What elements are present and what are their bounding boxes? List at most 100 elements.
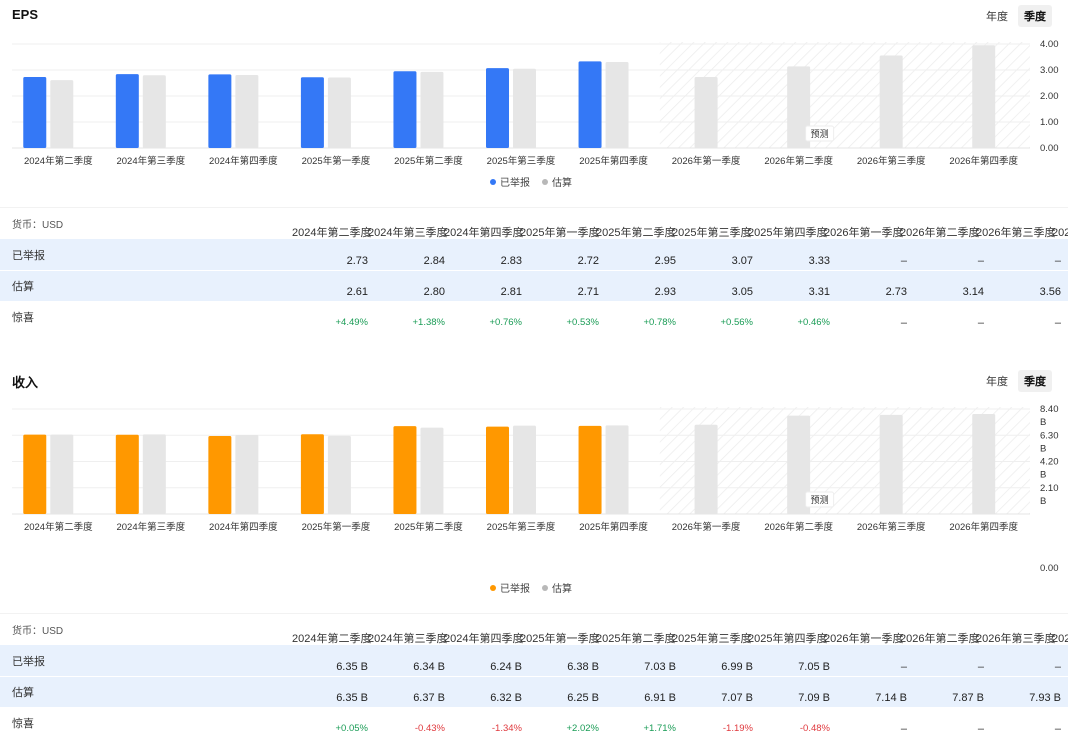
revenue-row-estimate: 估算 6.35 B 6.37 B 6.32 B 6.25 B 6.91 B 7.07 B 7…	[0, 676, 1068, 707]
x-tick-label: 2024年第二季度	[24, 521, 93, 533]
table-cell: +0.05%	[335, 722, 369, 734]
revenue-period-toggle: 年度 季度	[980, 370, 1052, 392]
table-cell: 2.71	[577, 286, 599, 298]
legend-estimate-dot	[542, 584, 548, 591]
column-header: 2025年第四季度	[748, 226, 828, 239]
eps-title: EPS	[12, 7, 39, 22]
eps-annual-button[interactable]: 年度	[986, 11, 1008, 23]
table-cell: –	[1054, 316, 1061, 329]
table-cell: -1.34%	[491, 722, 522, 734]
bar-reported	[115, 434, 139, 514]
revenue-annual-button[interactable]: 年度	[986, 376, 1008, 388]
legend-estimate[interactable]: 估算	[542, 174, 572, 189]
table-cell: +0.46%	[797, 316, 831, 328]
legend-reported[interactable]: 已举报	[490, 580, 530, 595]
column-header: 2026年第四季度	[1052, 226, 1068, 239]
x-tick-label: 2025年第三季度	[487, 155, 556, 167]
table-cell: -1.19%	[722, 722, 753, 734]
column-header: 2025年第三季度	[672, 226, 752, 239]
table-cell: 3.31	[808, 286, 830, 298]
x-tick-label: 2025年第二季度	[394, 155, 463, 167]
x-tick-label: 2025年第四季度	[579, 521, 648, 533]
revenue-title: 收入	[12, 375, 39, 390]
table-cell: -0.48%	[799, 722, 830, 734]
column-header: 2026年第二季度	[900, 632, 980, 645]
bar-reported	[23, 434, 47, 514]
eps-chart: 0.00 1.00 2.00 3.00 4.00 2024年第二季度 2024年第三季度 20…	[12, 39, 1059, 167]
eps-quarterly-button[interactable]: 季度	[1018, 5, 1052, 27]
column-header: 2026年第三季度	[976, 632, 1056, 645]
table-cell: –	[900, 254, 907, 267]
forecast-badge: 预测	[805, 491, 835, 508]
column-header: 2024年第四季度	[444, 226, 524, 239]
column-header: 2026年第一季度	[824, 632, 904, 645]
eps-legend: 已举报 估算	[490, 174, 572, 189]
table-cell: 6.34 B	[413, 660, 445, 673]
forecast-badge: 预测	[805, 125, 835, 142]
table-cell: 2.61	[346, 286, 368, 298]
revenue-table: 货币：USD 2024年第二季度 2024年第三季度 2024年第四季度 2025年第…	[0, 613, 1068, 735]
bar-reported	[578, 61, 602, 148]
table-cell: 6.25 B	[567, 692, 599, 704]
table-cell: –	[900, 316, 907, 329]
revenue-quarterly-button[interactable]: 季度	[1018, 370, 1052, 392]
bar-estimate	[787, 66, 811, 148]
legend-estimate[interactable]: 估算	[542, 580, 572, 595]
y-tick-label: 2.00	[1040, 91, 1059, 102]
bar-estimate	[694, 77, 718, 148]
column-header: 2024年第二季度	[292, 632, 372, 645]
x-tick-label: 2026年第四季度	[949, 155, 1018, 167]
bar-estimate	[420, 71, 444, 148]
table-cell: 6.32 B	[490, 692, 522, 704]
eps-section: EPS 年度 季度 0.00 1.00 2.00 3.00 4.00 2024年第二季度 2…	[0, 0, 1068, 340]
column-header: 2024年第二季度	[292, 226, 372, 239]
column-header: 2026年第三季度	[976, 226, 1056, 239]
bar-reported	[393, 426, 417, 514]
x-tick-label: 2025年第四季度	[579, 155, 648, 167]
table-cell: 6.35 B	[336, 660, 368, 673]
x-tick-label: 2025年第三季度	[487, 521, 556, 533]
bar-estimate	[879, 414, 903, 514]
column-header: 2024年第四季度	[444, 632, 524, 645]
table-cell: +0.78%	[643, 316, 677, 328]
eps-row-reported: 已举报 2.73 2.84 2.83 2.72 2.95 3.07 3.33 – – –	[0, 239, 1068, 270]
table-cell: -0.43%	[414, 722, 445, 734]
table-cell: 3.14	[962, 286, 984, 298]
table-cell: +0.53%	[566, 316, 600, 328]
column-header: 2025年第三季度	[672, 632, 752, 645]
table-cell: 7.07 B	[721, 692, 753, 704]
y-tick-label: 0.00	[1040, 143, 1059, 154]
y-tick-label: 8.40 B	[1040, 404, 1059, 428]
y-tick-label: 3.00	[1040, 65, 1059, 76]
table-cell: –	[977, 722, 984, 735]
forecast-region	[659, 42, 1030, 148]
eps-currency-label: 货币：USD	[12, 220, 64, 231]
bar-estimate	[879, 55, 903, 148]
table-cell: 7.09 B	[798, 692, 830, 704]
bar-reported	[300, 434, 324, 514]
column-header: 2026年第二季度	[900, 226, 980, 239]
table-cell: +0.56%	[720, 316, 754, 328]
table-cell: –	[1054, 660, 1061, 673]
legend-reported[interactable]: 已举报	[490, 174, 530, 189]
x-tick-label: 2026年第三季度	[857, 155, 926, 167]
table-cell: 2.95	[654, 254, 676, 267]
x-tick-label: 2025年第一季度	[302, 155, 371, 167]
y-tick-label: 0.00	[1040, 563, 1059, 574]
legend-reported-dot	[490, 584, 496, 591]
bar-estimate	[50, 434, 74, 514]
bar-reported	[23, 77, 47, 148]
bar-reported	[486, 68, 509, 148]
bar-estimate	[605, 61, 629, 148]
column-header: 2026年第一季度	[824, 226, 904, 239]
eps-row-surprise-label: 惊喜	[12, 311, 34, 324]
table-cell: –	[977, 660, 984, 673]
y-tick-label: 4.00	[1040, 39, 1059, 50]
bar-estimate	[327, 77, 351, 148]
x-tick-label: 2026年第四季度	[949, 521, 1018, 533]
revenue-chart: 2.10 B 4.20 B 6.30 B 8.40 B 0.00 2024年第二季度 2024年第三…	[12, 404, 1059, 574]
column-header: 2024年第三季度	[368, 226, 448, 239]
eps-table-header: 货币：USD 2024年第二季度 2024年第三季度 2024年第四季度 2025年第…	[0, 207, 1068, 239]
table-cell: 6.91 B	[644, 692, 676, 704]
table-cell: 2.80	[423, 286, 445, 298]
